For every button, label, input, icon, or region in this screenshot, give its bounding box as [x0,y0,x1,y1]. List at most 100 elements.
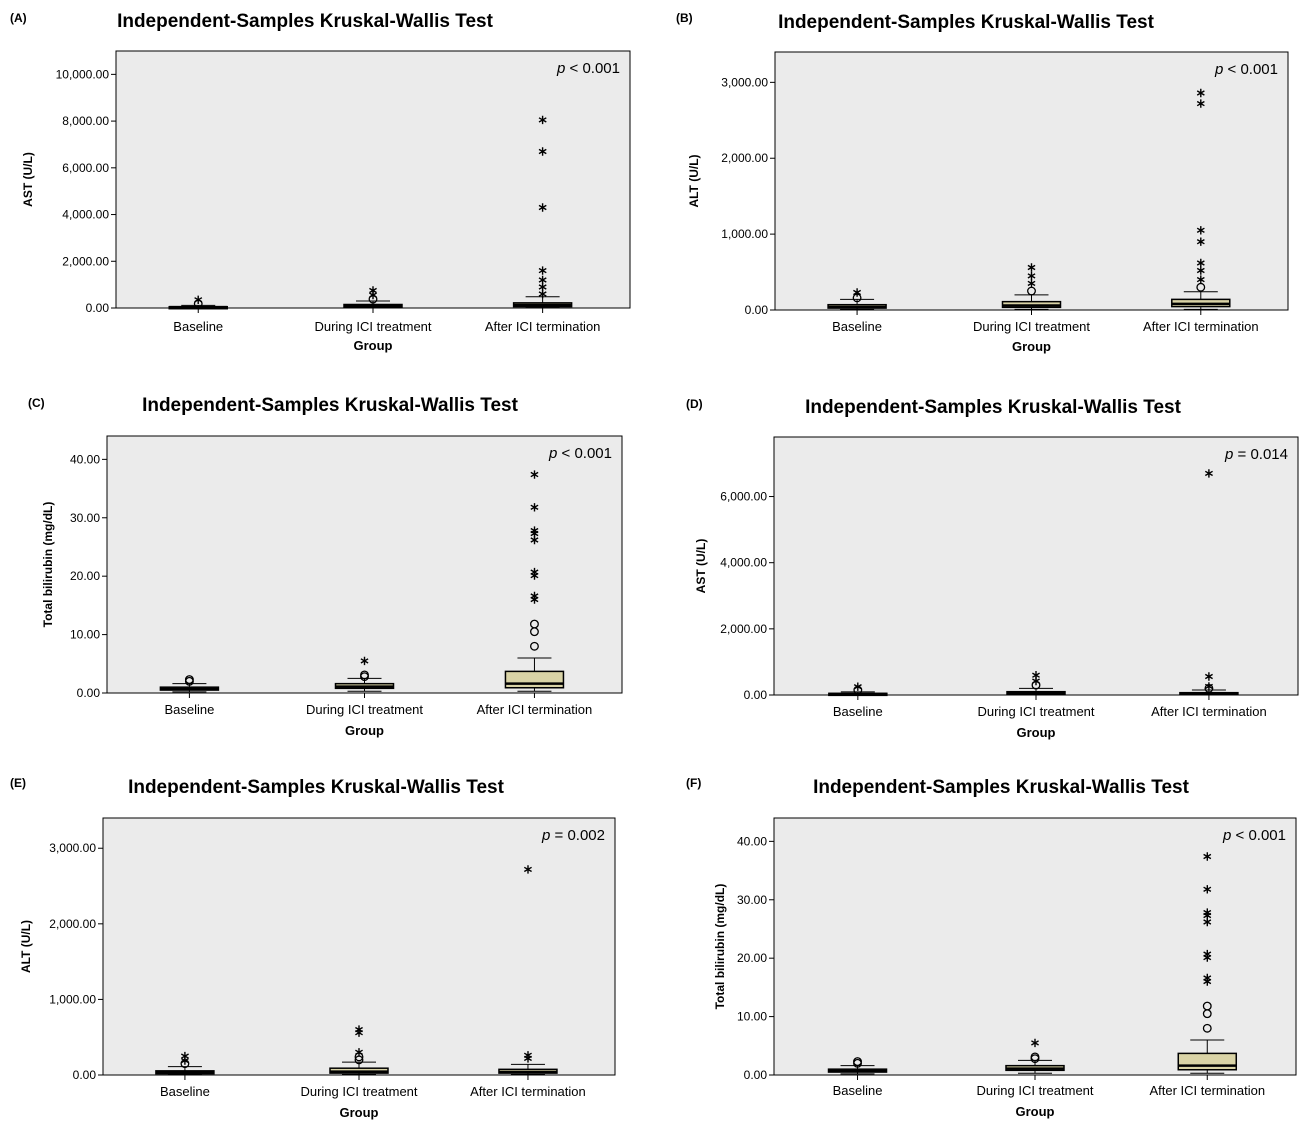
y-tick-label: 20.00 [70,569,100,583]
chart-panel: (F) Independent-Samples Kruskal-Wallis Te… [686,776,1297,1119]
x-tick-label: Baseline [833,1083,883,1098]
outlier-circle [530,619,539,629]
outlier-star [1196,258,1205,268]
x-axis-label: Group [1012,339,1051,354]
outlier-star [538,266,547,275]
outlier-star [1204,672,1213,681]
x-axis-label: Group [345,723,384,738]
outlier-star [1027,271,1036,281]
outlier-star [530,470,539,479]
outlier-star [1196,266,1205,275]
p-value-text: < 0.001 [1231,827,1286,844]
y-axis-label: AST (U/L) [21,152,35,207]
x-tick-label: Baseline [164,702,214,717]
outlier-circle [1202,1001,1212,1011]
y-tick-label: 10,000.00 [56,67,110,81]
y-tick-label: 2,000.00 [721,151,768,165]
y-tick-label: 2,000.00 [720,622,767,636]
y-tick-label: 30.00 [70,511,100,525]
x-axis-label: Group [354,338,393,353]
outlier-star [355,1048,363,1057]
y-axis-label: AST (U/L) [694,539,708,594]
y-tick-label: 1,000.00 [49,992,96,1006]
outlier-star [538,203,547,212]
p-value-text: < 0.001 [557,445,612,462]
x-tick-label: After ICI termination [470,1084,586,1099]
box [504,670,565,689]
x-tick-label: Baseline [832,319,882,334]
y-tick-label: 0.00 [86,301,110,315]
outlier-star [180,1051,189,1061]
outlier-circle [853,1057,862,1067]
plot-area [773,436,1299,696]
x-tick-label: During ICI treatment [300,1084,417,1099]
p-value-text: = 0.014 [1233,446,1288,463]
x-tick-label: After ICI termination [477,702,593,717]
x-tick-label: During ICI treatment [306,702,423,717]
chart-title: Independent-Samples Kruskal-Wallis Test [778,12,1155,33]
outlier-star [1196,88,1205,98]
y-axis-label: Total bilirubin (mg/dL) [713,884,727,1010]
p-value: p = 0.014 [1224,446,1288,463]
chart-title: Independent-Samples Kruskal-Wallis Test [117,11,494,32]
x-axis-label: Group [1017,725,1056,740]
y-axis-label: Total bilirubin (mg/dL) [41,502,55,628]
plot-area [115,50,631,309]
p-value: p = 0.002 [541,827,605,844]
panel-label: (D) [686,397,703,411]
outlier-star [530,526,539,535]
outlier-star [538,115,547,125]
x-tick-label: Baseline [173,319,223,334]
outlier-star [1196,237,1205,246]
p-value: p < 0.001 [1222,827,1286,844]
y-tick-label: 8,000.00 [62,114,109,128]
y-tick-label: 4,000.00 [62,208,109,222]
chart-panel: (E) Independent-Samples Kruskal-Wallis Te… [10,776,616,1120]
y-axis-label: ALT (U/L) [687,154,701,207]
outlier-circle [1030,1052,1040,1062]
x-axis-label: Group [1016,1104,1055,1119]
x-tick-label: After ICI termination [485,319,601,334]
y-tick-label: 2,000.00 [62,254,109,268]
outlier-star [530,567,539,577]
y-tick-label: 4,000.00 [720,556,767,570]
p-value-symbol: p [541,827,550,844]
p-value-symbol: p [548,445,557,462]
y-tick-label: 40.00 [70,452,100,466]
p-value: p < 0.001 [556,60,620,77]
panel-label: (F) [686,776,701,790]
y-tick-label: 0.00 [745,303,769,317]
panel-label: (E) [10,776,26,790]
panel-label: (A) [10,11,27,25]
outlier-star [1196,226,1205,235]
p-value-symbol: p [556,60,565,77]
outlier-star [360,656,369,666]
box [1177,1052,1238,1071]
chart-title: Independent-Samples Kruskal-Wallis Test [142,395,519,416]
x-tick-label: Baseline [833,704,883,719]
chart-panel: (D) Independent-Samples Kruskal-Wallis Te… [686,397,1299,740]
p-value-text: < 0.001 [565,60,620,77]
x-tick-label: After ICI termination [1151,704,1267,719]
outlier-star [538,147,547,156]
p-value: p < 0.001 [548,445,612,462]
y-tick-label: 30.00 [737,893,767,907]
chart-panel: (C) Independent-Samples Kruskal-Wallis Te… [28,395,623,738]
plot-area [773,817,1297,1076]
y-tick-label: 40.00 [737,834,767,848]
y-tick-label: 10.00 [70,628,100,642]
chart-title: Independent-Samples Kruskal-Wallis Test [128,777,505,798]
chart-title: Independent-Samples Kruskal-Wallis Test [813,777,1190,798]
outlier-circle [1202,1023,1212,1033]
chart-panel: (B) Independent-Samples Kruskal-Wallis Te… [676,11,1289,354]
outlier-star [194,295,203,304]
outlier-star [1204,682,1213,691]
plot-area [106,435,623,694]
outlier-star [853,682,862,691]
y-axis-label: ALT (U/L) [19,920,33,973]
y-tick-label: 6,000.00 [62,161,109,175]
outlier-star [1032,671,1040,680]
outlier-star [853,288,862,297]
panel-label: (C) [28,396,45,410]
